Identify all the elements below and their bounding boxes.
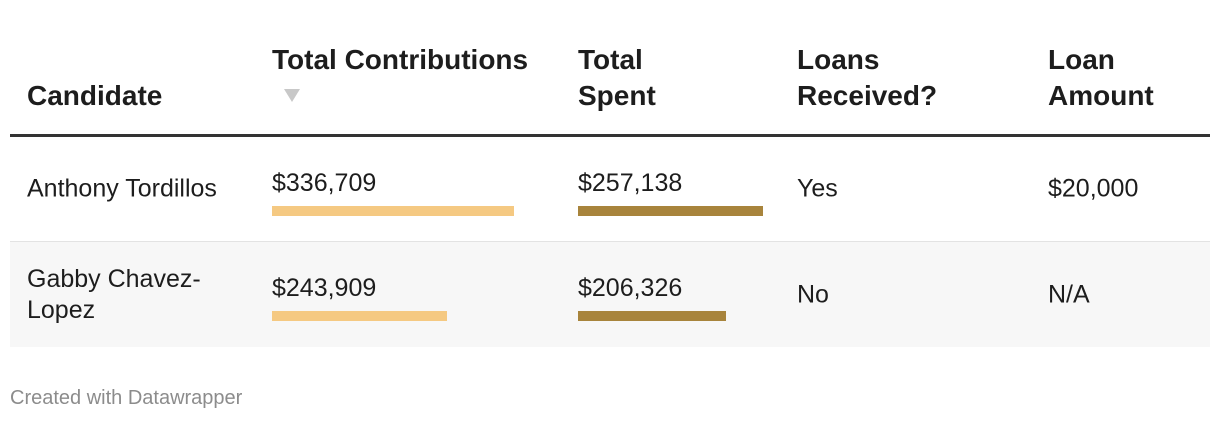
candidate-finance-table: Candidate Total Contributions Total Spen… (10, 0, 1210, 347)
cell-total-contributions: $243,909 (272, 274, 447, 321)
cell-total-contributions: $336,709 (272, 169, 514, 216)
header-loans-received-label: Loans Received? (797, 44, 938, 111)
contributions-bar (272, 206, 514, 216)
table-row: Anthony Tordillos $336,709 $257,138 Yes $20,… (10, 137, 1210, 242)
header-loan-amount-label: Loan Amount (1048, 44, 1154, 111)
datawrapper-credit[interactable]: Created with Datawrapper (10, 387, 243, 409)
header-loan-amount[interactable]: Loan Amount (1048, 42, 1198, 114)
contributions-bar (272, 311, 447, 321)
cell-candidate: Anthony Tordillos (27, 174, 217, 203)
spent-bar (578, 206, 763, 216)
header-total-spent[interactable]: Total Spent (578, 42, 688, 114)
header-total-contributions[interactable]: Total Contributions (272, 42, 532, 114)
cell-total-spent: $257,138 (578, 169, 763, 216)
spent-bar (578, 311, 726, 321)
cell-total-spent: $206,326 (578, 274, 726, 321)
header-loans-received[interactable]: Loans Received? (797, 42, 977, 114)
bar-value-label: $243,909 (272, 274, 377, 302)
cell-loans-received: Yes (797, 174, 838, 203)
bar-value-label: $336,709 (272, 169, 377, 197)
header-candidate-label: Candidate (27, 80, 163, 111)
cell-loan-amount: $20,000 (1048, 174, 1139, 203)
header-total-spent-label: Total Spent (578, 44, 656, 111)
bar-value-label: $257,138 (578, 169, 683, 197)
sort-descending-icon[interactable] (284, 89, 300, 103)
header-total-contributions-label: Total Contributions (272, 44, 529, 75)
bar-value-label: $206,326 (578, 274, 683, 302)
table-header: Candidate Total Contributions Total Spen… (10, 0, 1210, 137)
header-candidate[interactable]: Candidate (27, 78, 247, 114)
cell-loans-received: No (797, 280, 829, 308)
table-row: Gabby Chavez-Lopez $243,909 $206,326 No N/A (10, 242, 1210, 347)
cell-loan-amount: N/A (1048, 280, 1090, 308)
cell-candidate: Gabby Chavez-Lopez (27, 264, 201, 324)
